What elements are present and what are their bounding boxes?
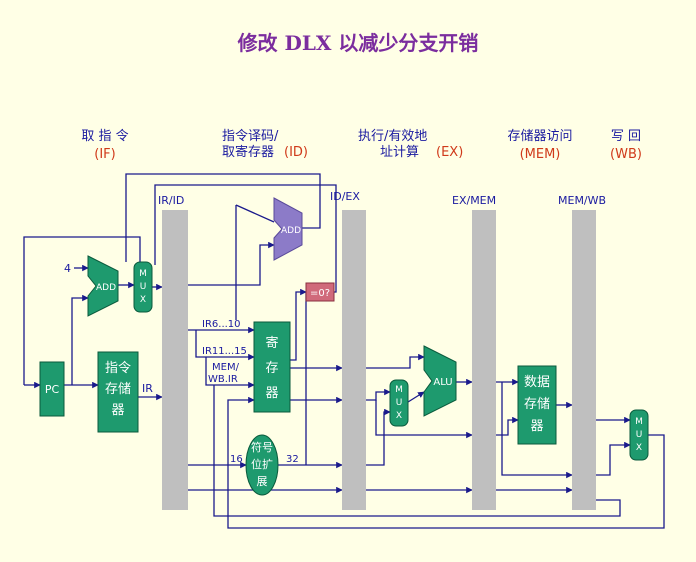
dmem-label-1: 数据: [524, 375, 550, 390]
zero-test-label: =0?: [310, 288, 330, 299]
stage-ex-name-2: 址计算: [380, 145, 419, 160]
wire-b-to-exmem: [375, 400, 473, 439]
stage-ex-name-1: 执行/有效地: [358, 129, 427, 144]
pc-label: PC: [45, 383, 60, 396]
wire-reg-to-zero: [290, 288, 307, 361]
diagram-title: 修改 DLX 以减少分支开销: [237, 31, 479, 55]
stage-wb-name: 写 回: [611, 129, 641, 144]
wire-wb-alu: [596, 441, 631, 476]
wire-imm-to-mux: [366, 408, 391, 466]
dmem-label-3: 器: [530, 419, 543, 434]
mux-if-block: [133, 261, 153, 313]
adder-id-label: ADD: [281, 226, 301, 236]
mux-if-label-u: U: [140, 282, 147, 292]
imem-label-2: 存储: [105, 382, 131, 397]
wire-branch-target: [125, 173, 321, 262]
register-file-block: [253, 321, 291, 413]
sign-extend-block: [245, 434, 279, 496]
functional-blocks: PC 指令 存储 器 ADD M U X ADD =0? 寄 存 器 符号 位扩…: [39, 197, 649, 496]
wire-mux-to-alu: [407, 391, 425, 403]
wire-memwb-ir: [205, 357, 255, 389]
stage-if-tag: (IF): [94, 147, 115, 162]
alu-label: ALU: [433, 377, 452, 388]
label-ir-11-15: IR11...15: [202, 346, 247, 357]
pipeline-registers: IR/ID ID/EX EX/MEM MEM/WB: [158, 190, 606, 510]
stage-headers: 取 指 令 (IF) 指令译码/ 取寄存器 (ID) 执行/有效地 址计算 (E…: [81, 129, 642, 162]
stage-wb-tag: (WB): [610, 147, 642, 162]
adder-if-label: ADD: [96, 283, 116, 293]
data-memory-block: [517, 365, 557, 445]
mux-wb-block: [629, 409, 649, 461]
mux-wb-label-m: M: [635, 417, 643, 427]
alu-block: [423, 345, 457, 417]
wire-npc-to-add-id: [188, 241, 275, 286]
wire-writeback-reg: [213, 385, 621, 517]
signal-labels: 4 IR IR6...10 IR11...15 MEM/ WB.IR 16 32: [64, 262, 299, 465]
zero-test-block: [305, 282, 335, 302]
wire-pc-feedback: [23, 236, 141, 385]
stage-id-name-2: 取寄存器: [222, 144, 274, 160]
wire-b-to-mux: [366, 388, 391, 401]
label-mem-wb-ir-2: WB.IR: [208, 374, 238, 385]
datapath-wires: [23, 173, 665, 529]
wire-ext-add-link: [235, 204, 275, 223]
wire-a-to-alu: [366, 353, 425, 369]
wire-pc-to-add: [71, 294, 89, 385]
mux-if-label-x: X: [140, 295, 146, 305]
label-32: 32: [286, 454, 299, 465]
regfile-label-2: 存: [265, 361, 278, 376]
reg-if-id: [162, 210, 188, 510]
label-four: 4: [64, 262, 71, 275]
stage-mem-name: 存储器访问: [507, 129, 572, 144]
label-ir-6-10: IR6...10: [202, 319, 241, 330]
mux-ex-block: [389, 379, 409, 427]
reg-mem-wb: [572, 210, 596, 510]
label-mem-wb: MEM/WB: [558, 194, 606, 207]
reg-id-ex: [342, 210, 366, 510]
wire-data-to-dmem: [496, 416, 519, 436]
stage-id-tag: (ID): [284, 145, 308, 160]
stage-ex-tag: (EX): [436, 145, 463, 160]
imem-label-3: 器: [111, 403, 124, 418]
mux-ex-label-u: U: [396, 398, 403, 408]
imem-label-1: 指令: [105, 361, 131, 376]
stage-if-name: 取 指 令: [81, 129, 128, 144]
wire-ir11-15: [195, 330, 255, 361]
label-16: 16: [230, 454, 243, 465]
mux-ex-label-m: M: [395, 385, 403, 395]
wire-writeback-data: [227, 396, 665, 529]
wire-zero-to-mux: [154, 184, 337, 293]
stage-mem-tag: (MEM): [520, 147, 561, 162]
signext-label-3: 展: [257, 475, 268, 488]
mux-wb-label-u: U: [636, 430, 643, 440]
label-ex-mem: EX/MEM: [452, 194, 496, 207]
adder-id-block: [273, 197, 303, 261]
stage-id-name-1: 指令译码/: [222, 129, 279, 144]
regfile-label-3: 器: [265, 386, 278, 401]
regfile-label-1: 寄: [265, 335, 278, 351]
instruction-memory-block: [97, 351, 139, 433]
label-if-id: IR/ID: [158, 194, 184, 207]
reg-ex-mem: [472, 210, 496, 510]
wire-alu-to-memwb: [501, 382, 573, 479]
signext-label-1: 符号: [251, 441, 273, 454]
label-id-ex: ID/EX: [330, 190, 360, 203]
label-ir: IR: [142, 382, 153, 395]
dmem-label-2: 存储: [524, 397, 550, 412]
adder-if-block: [87, 255, 119, 317]
signext-label-2: 位扩: [251, 457, 273, 471]
label-mem-wb-ir-1: MEM/: [212, 362, 240, 373]
mux-ex-label-x: X: [396, 411, 402, 421]
pc-block: [39, 361, 65, 417]
mux-if-label-m: M: [139, 269, 147, 279]
mux-wb-label-x: X: [636, 443, 642, 453]
